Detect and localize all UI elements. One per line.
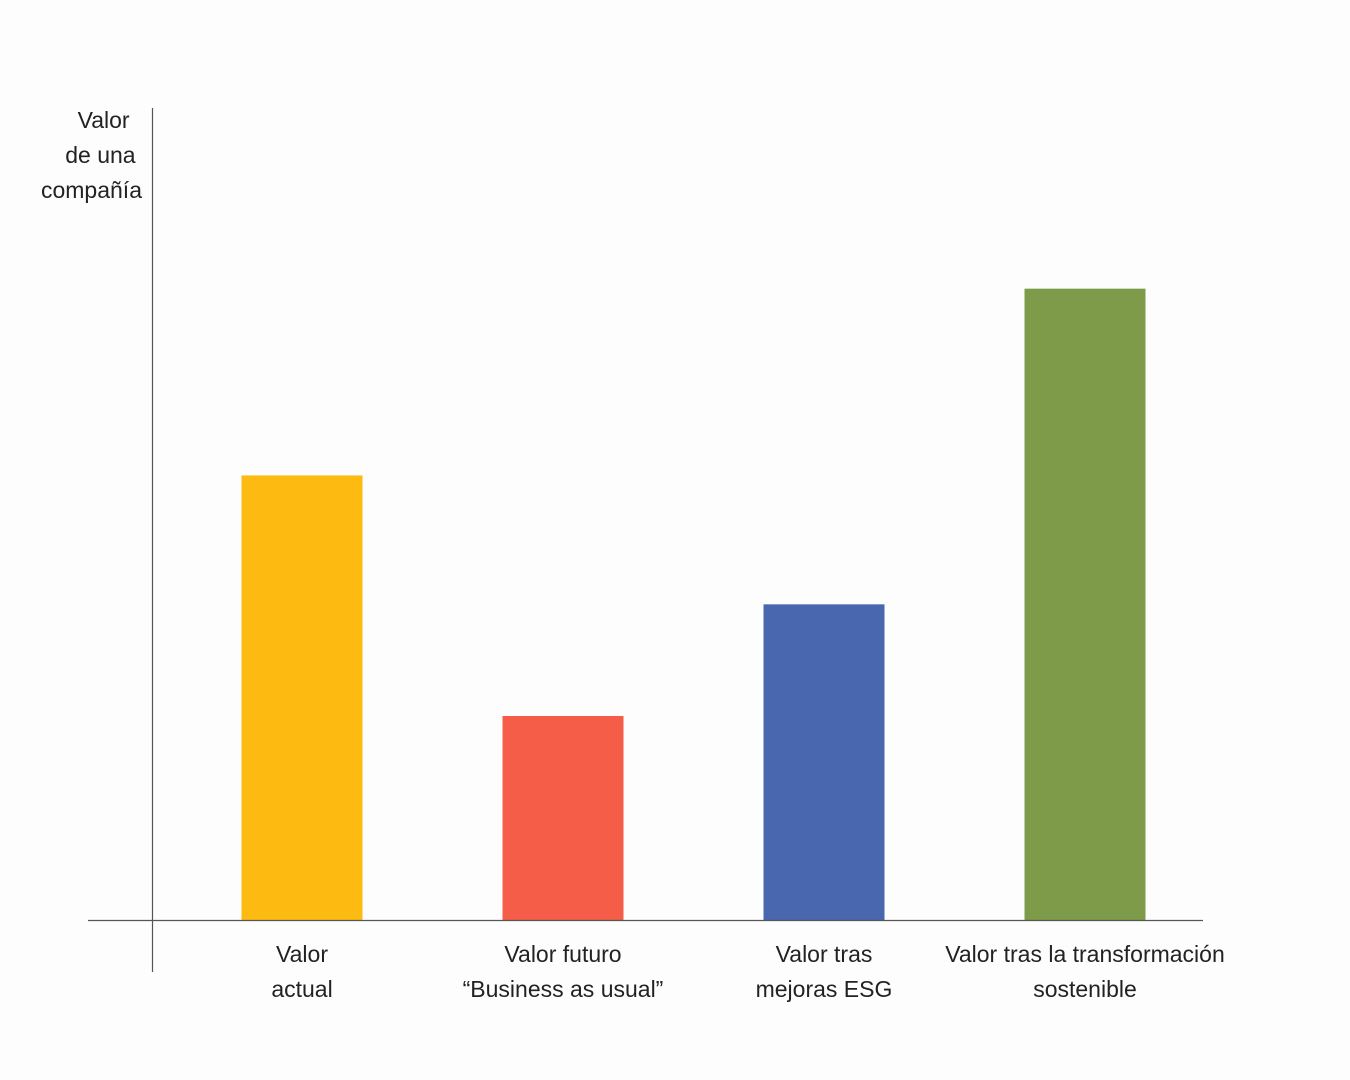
x-tick-label-line: actual [271, 976, 332, 1002]
x-tick-label-line: mejoras ESG [756, 976, 893, 1002]
x-tick-label-line: Valor tras [776, 941, 873, 967]
y-axis-label-line: Valor [78, 107, 130, 133]
x-tick-label: Valor actual [271, 941, 332, 1002]
x-tick-label-line: Valor tras la transformación [945, 941, 1225, 967]
bar [1024, 288, 1146, 920]
x-tick-labels: Valor actual Valor futuro “Business as usua… [271, 941, 1224, 1002]
x-tick-label: Valor tras la transformación sostenible [945, 941, 1225, 1002]
x-tick-label-line: “Business as usual” [463, 976, 664, 1002]
bar [241, 475, 363, 920]
bar [502, 715, 624, 920]
bar [763, 604, 885, 920]
y-axis-label-line: de una [65, 142, 136, 168]
bars-group [241, 288, 1146, 920]
x-tick-label: Valor futuro “Business as usual” [463, 941, 664, 1002]
x-tick-label: Valor tras mejoras ESG [756, 941, 893, 1002]
x-tick-label-line: Valor futuro [504, 941, 621, 967]
y-axis-label: Valor de una compañía [41, 107, 142, 203]
y-axis-label-line: compañía [41, 177, 142, 203]
x-tick-label-line: sostenible [1033, 976, 1137, 1002]
x-tick-label-line: Valor [276, 941, 328, 967]
